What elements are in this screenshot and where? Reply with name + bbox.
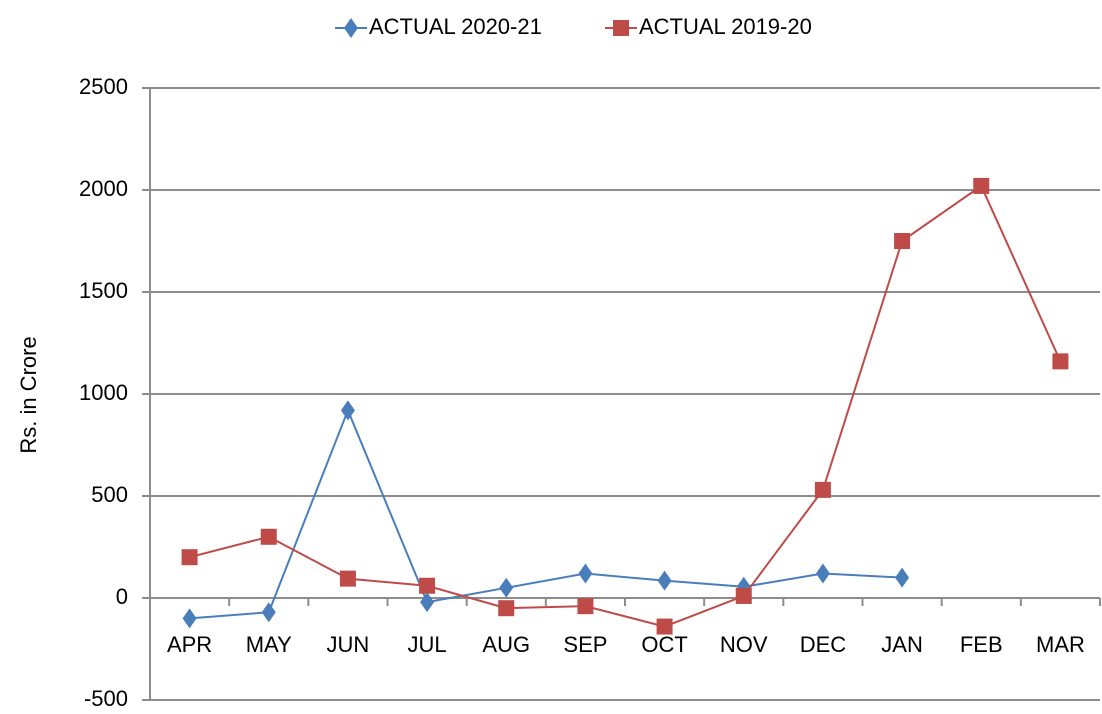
x-tick-label: MAR — [1036, 632, 1085, 657]
y-axis-label: Rs. in Crore — [16, 336, 41, 453]
marker — [578, 563, 593, 584]
x-tick-label: JUL — [408, 632, 447, 657]
legend-label: ACTUAL 2019-20 — [639, 14, 812, 39]
x-tick-label: JUN — [327, 632, 370, 657]
marker — [499, 577, 514, 598]
marker — [339, 570, 356, 587]
marker — [814, 481, 831, 498]
marker — [340, 400, 355, 421]
marker — [735, 587, 752, 604]
marker — [181, 549, 198, 566]
marker — [656, 618, 673, 635]
legend-marker — [613, 20, 629, 36]
marker — [657, 570, 672, 591]
marker — [419, 577, 436, 594]
x-tick-label: NOV — [720, 632, 768, 657]
marker — [577, 598, 594, 615]
legend-marker — [344, 18, 358, 38]
y-tick-label: 2500 — [79, 74, 128, 99]
marker — [815, 563, 830, 584]
x-tick-label: APR — [167, 632, 212, 657]
x-tick-label: MAY — [246, 632, 292, 657]
marker — [973, 177, 990, 194]
x-tick-label: AUG — [482, 632, 530, 657]
series-line — [189, 184, 1062, 628]
x-tick-label: OCT — [641, 632, 687, 657]
marker — [895, 567, 910, 588]
y-tick-label: -500 — [84, 686, 128, 711]
marker — [260, 528, 277, 545]
y-tick-label: 2000 — [79, 176, 128, 201]
y-tick-label: 0 — [116, 584, 128, 609]
marker — [1052, 353, 1069, 370]
legend-label: ACTUAL 2020-21 — [369, 14, 542, 39]
marker — [182, 608, 197, 629]
marker — [894, 233, 911, 249]
y-tick-label: 1500 — [79, 278, 128, 303]
x-tick-label: FEB — [960, 632, 1003, 657]
marker — [420, 592, 435, 613]
series-line — [189, 407, 903, 620]
y-tick-label: 500 — [91, 482, 128, 507]
x-tick-label: SEP — [563, 632, 607, 657]
x-tick-label: JAN — [881, 632, 923, 657]
marker — [498, 600, 515, 617]
y-tick-label: 1000 — [79, 380, 128, 405]
x-tick-label: DEC — [800, 632, 847, 657]
marker — [261, 602, 276, 623]
